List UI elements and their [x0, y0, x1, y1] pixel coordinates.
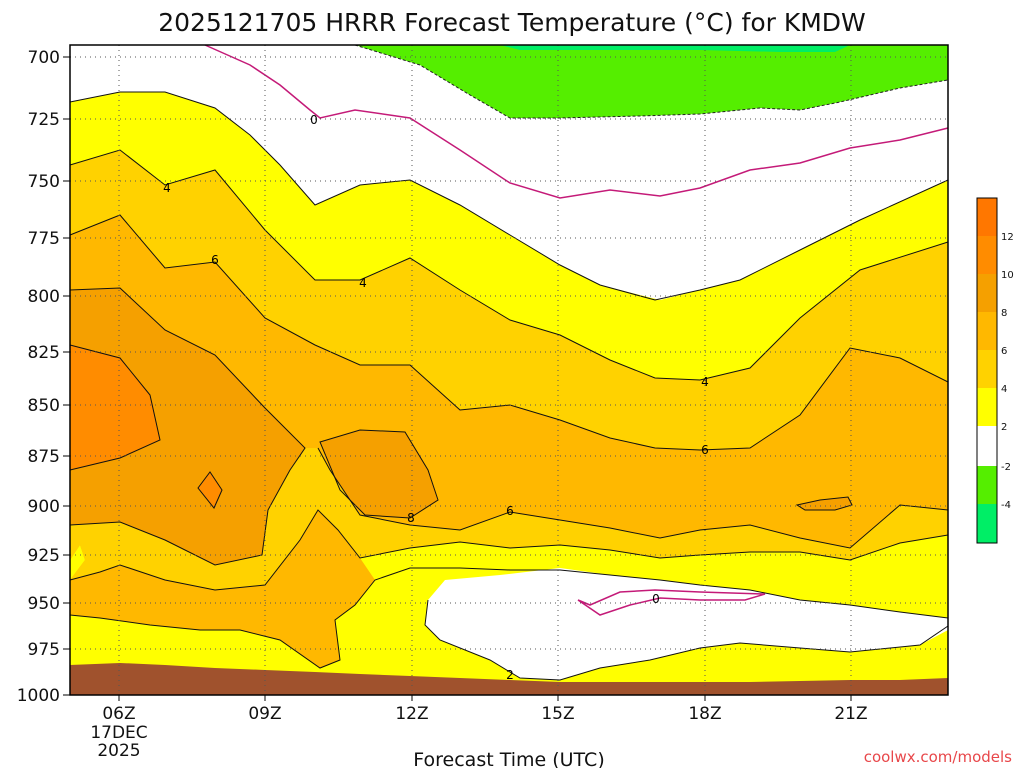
- colorbar-label: 4: [1001, 384, 1007, 395]
- y-tick-label: 975: [28, 640, 60, 660]
- y-tick-label: 1000: [17, 686, 60, 706]
- colorbar-label: 6: [1001, 346, 1007, 357]
- colorbar-label: -2: [1001, 462, 1011, 473]
- colorbar-label: -4: [1001, 500, 1011, 511]
- contour-2-lower: [69, 567, 949, 669]
- grid: [70, 45, 948, 695]
- contour-10: [69, 344, 161, 471]
- fill-band-neg2-neg4: [355, 45, 948, 118]
- colorbar-swatch: [977, 466, 997, 504]
- contour-8-main: [69, 287, 306, 566]
- contour-8-right: [795, 496, 853, 511]
- y-tick-label: 750: [28, 172, 60, 192]
- colorbar-swatch: [977, 426, 997, 466]
- x-date-day: 17DEC: [90, 723, 147, 743]
- y-tick-label: 700: [28, 48, 60, 68]
- colorbar: 12 10 8 6 4 2 -2 -4: [976, 197, 1014, 544]
- colorbar-swatch: [977, 504, 997, 543]
- y-tick-label: 950: [28, 594, 60, 614]
- colorbar-label: 12: [1001, 232, 1014, 243]
- contour-label: 6: [506, 504, 514, 518]
- contour-0-lower: [577, 589, 766, 616]
- contour-6-lower: [317, 447, 949, 549]
- y-tick-label: 900: [28, 497, 60, 517]
- y-tick-label: 800: [28, 287, 60, 307]
- colorbar-frame: [976, 197, 998, 544]
- contour-label: 0: [310, 113, 318, 127]
- plot-frame: [69, 44, 949, 696]
- contour-label: 4: [163, 181, 171, 195]
- fill-band-8-10-c: [797, 497, 852, 510]
- colorbar-label: 2: [1001, 422, 1007, 433]
- x-tick-label: 21Z: [834, 704, 867, 724]
- x-axis-title: Forecast Time (UTC): [413, 749, 604, 768]
- contour-label: 8: [407, 511, 415, 525]
- fill-band-10-12: [70, 345, 160, 470]
- x-date-year: 2025: [97, 741, 140, 761]
- contour-label: 6: [701, 443, 709, 457]
- contour-lines: [69, 44, 949, 681]
- colorbar-swatch: [977, 198, 997, 236]
- chart-title: 2025121705 HRRR Forecast Temperature (°C…: [158, 8, 866, 37]
- x-axis: 06Z 09Z 12Z 15Z 18Z 21Z 17DEC 2025: [90, 695, 868, 761]
- contour-2-upper: [69, 91, 949, 301]
- contour-2-bottom: [424, 599, 949, 681]
- ground-fill: [70, 663, 948, 695]
- contour-labels: 0 4 6 4 4 6 8 6 0 2: [163, 113, 709, 682]
- colorbar-swatch: [977, 236, 997, 274]
- colorbar-label: 8: [1001, 308, 1007, 319]
- fill-band-8-10-b: [320, 430, 438, 518]
- contour-label: 4: [359, 276, 367, 290]
- contour-4-upper: [69, 149, 949, 381]
- contour-neg2: [354, 44, 949, 119]
- y-tick-label: 725: [28, 110, 60, 130]
- fill-band-0-2-lower: [425, 568, 948, 680]
- contour-label: 4: [701, 375, 709, 389]
- x-tick-label: 06Z: [102, 704, 135, 724]
- colorbar-swatch: [977, 350, 997, 388]
- colorbar-swatch: [977, 274, 997, 312]
- colorbar-swatch: [977, 388, 997, 426]
- contour-0-upper: [204, 44, 949, 199]
- plot-area: [70, 45, 948, 695]
- contour-10-island: [197, 471, 223, 509]
- contour-label: 6: [211, 253, 219, 267]
- y-axis: 700 725 750 775 800 825 850 875 900 925 …: [17, 48, 70, 706]
- x-tick-label: 18Z: [688, 704, 721, 724]
- y-tick-label: 850: [28, 396, 60, 416]
- fill-band-4-6-lower: [70, 448, 948, 590]
- contour-label: 2: [506, 668, 514, 682]
- x-tick-label: 09Z: [248, 704, 281, 724]
- x-tick-label: 12Z: [395, 704, 428, 724]
- credit-text: coolwx.com/models: [864, 748, 1012, 766]
- contour-label: 0: [652, 592, 660, 606]
- colorbar-label: 10: [1001, 270, 1014, 281]
- y-tick-label: 875: [28, 447, 60, 467]
- x-tick-label: 15Z: [541, 704, 574, 724]
- fill-band-4-6-lower-left: [70, 510, 375, 668]
- contour-4-lower: [69, 509, 949, 591]
- y-tick-label: 825: [28, 343, 60, 363]
- y-tick-label: 925: [28, 546, 60, 566]
- colorbar-swatch: [977, 312, 997, 350]
- fill-band-8-10: [70, 288, 305, 565]
- fill-band-neg4-neg6: [500, 45, 850, 52]
- y-tick-label: 775: [28, 229, 60, 249]
